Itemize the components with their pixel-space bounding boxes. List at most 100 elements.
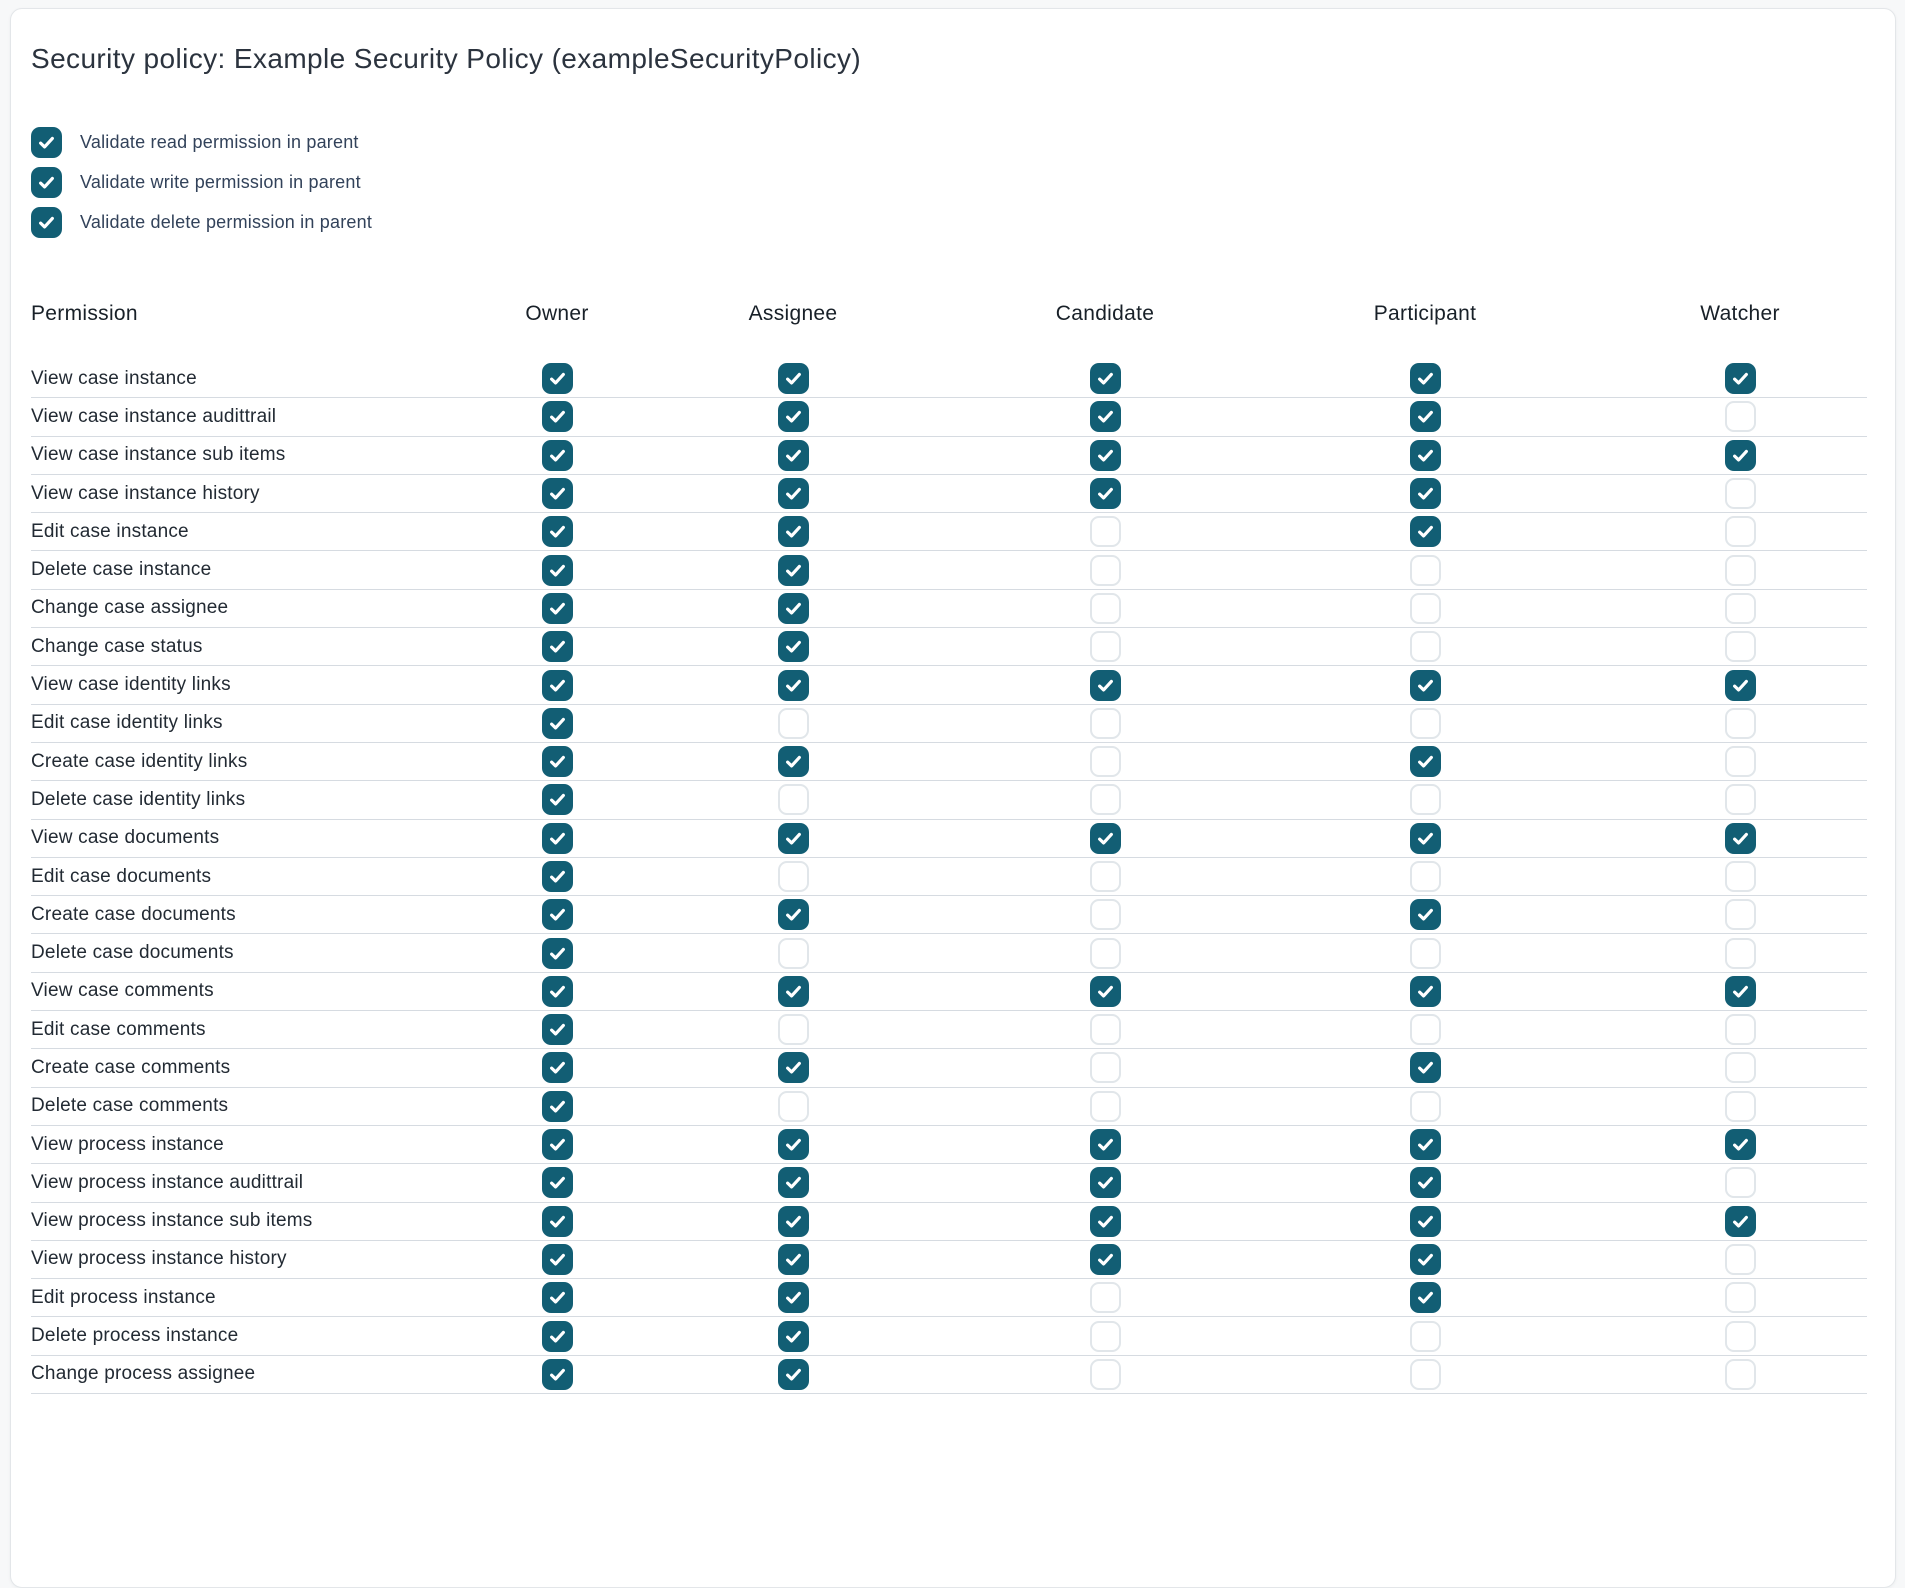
participant-checkbox[interactable] [1409,861,1441,892]
candidate-checkbox[interactable] [1089,746,1121,778]
participant-checkbox[interactable] [1409,707,1441,739]
participant-checkbox[interactable] [1409,631,1441,663]
candidate-checkbox[interactable] [1089,1358,1121,1390]
assignee-checkbox[interactable] [777,478,809,510]
owner-checkbox[interactable] [541,899,573,931]
candidate-checkbox[interactable] [1089,975,1121,1007]
participant-checkbox[interactable] [1409,1320,1441,1352]
assignee-checkbox[interactable] [777,1090,809,1122]
candidate-checkbox[interactable] [1089,899,1121,931]
participant-checkbox[interactable] [1409,669,1441,701]
assignee-checkbox[interactable] [777,516,809,548]
candidate-checkbox[interactable] [1089,937,1121,969]
participant-checkbox[interactable] [1409,516,1441,548]
candidate-checkbox[interactable] [1089,439,1121,471]
watcher-checkbox[interactable] [1724,1282,1756,1314]
owner-checkbox[interactable] [541,592,573,624]
validate-delete-checkbox[interactable] [31,207,62,238]
candidate-checkbox[interactable] [1089,1320,1121,1352]
watcher-checkbox[interactable] [1724,1014,1756,1046]
watcher-checkbox[interactable] [1724,746,1756,778]
candidate-checkbox[interactable] [1089,861,1121,892]
participant-checkbox[interactable] [1409,1243,1441,1275]
candidate-checkbox[interactable] [1089,669,1121,701]
validate-write-checkbox[interactable] [31,167,62,198]
assignee-checkbox[interactable] [777,746,809,778]
candidate-checkbox[interactable] [1089,1052,1121,1084]
participant-checkbox[interactable] [1409,1282,1441,1314]
watcher-checkbox[interactable] [1724,1129,1756,1161]
assignee-checkbox[interactable] [777,707,809,739]
candidate-checkbox[interactable] [1089,554,1121,586]
watcher-checkbox[interactable] [1724,1243,1756,1275]
watcher-checkbox[interactable] [1724,784,1756,816]
candidate-checkbox[interactable] [1089,1090,1121,1122]
owner-checkbox[interactable] [541,1090,573,1122]
watcher-checkbox[interactable] [1724,1320,1756,1352]
owner-checkbox[interactable] [541,631,573,663]
owner-checkbox[interactable] [541,478,573,510]
watcher-checkbox[interactable] [1724,1358,1756,1390]
watcher-checkbox[interactable] [1724,401,1756,433]
assignee-checkbox[interactable] [777,1167,809,1199]
assignee-checkbox[interactable] [777,1282,809,1314]
owner-checkbox[interactable] [541,554,573,586]
watcher-checkbox[interactable] [1724,1167,1756,1199]
watcher-checkbox[interactable] [1724,707,1756,739]
participant-checkbox[interactable] [1409,1090,1441,1122]
watcher-checkbox[interactable] [1724,631,1756,663]
candidate-checkbox[interactable] [1089,784,1121,816]
assignee-checkbox[interactable] [777,822,809,854]
assignee-checkbox[interactable] [777,975,809,1007]
watcher-checkbox[interactable] [1724,592,1756,624]
owner-checkbox[interactable] [541,363,573,395]
assignee-checkbox[interactable] [777,401,809,433]
participant-checkbox[interactable] [1409,746,1441,778]
owner-checkbox[interactable] [541,1320,573,1352]
assignee-checkbox[interactable] [777,861,809,892]
watcher-checkbox[interactable] [1724,1090,1756,1122]
participant-checkbox[interactable] [1409,1129,1441,1161]
candidate-checkbox[interactable] [1089,363,1121,395]
watcher-checkbox[interactable] [1724,1052,1756,1084]
participant-checkbox[interactable] [1409,784,1441,816]
owner-checkbox[interactable] [541,439,573,471]
assignee-checkbox[interactable] [777,1014,809,1046]
owner-checkbox[interactable] [541,1129,573,1161]
owner-checkbox[interactable] [541,1167,573,1199]
candidate-checkbox[interactable] [1089,1167,1121,1199]
owner-checkbox[interactable] [541,707,573,739]
assignee-checkbox[interactable] [777,1205,809,1237]
watcher-checkbox[interactable] [1724,975,1756,1007]
participant-checkbox[interactable] [1409,554,1441,586]
participant-checkbox[interactable] [1409,822,1441,854]
candidate-checkbox[interactable] [1089,1014,1121,1046]
participant-checkbox[interactable] [1409,363,1441,395]
assignee-checkbox[interactable] [777,363,809,395]
assignee-checkbox[interactable] [777,784,809,816]
candidate-checkbox[interactable] [1089,1282,1121,1314]
participant-checkbox[interactable] [1409,1014,1441,1046]
assignee-checkbox[interactable] [777,592,809,624]
assignee-checkbox[interactable] [777,899,809,931]
owner-checkbox[interactable] [541,784,573,816]
owner-checkbox[interactable] [541,1282,573,1314]
owner-checkbox[interactable] [541,1243,573,1275]
watcher-checkbox[interactable] [1724,899,1756,931]
participant-checkbox[interactable] [1409,478,1441,510]
participant-checkbox[interactable] [1409,592,1441,624]
assignee-checkbox[interactable] [777,1243,809,1275]
assignee-checkbox[interactable] [777,1129,809,1161]
watcher-checkbox[interactable] [1724,937,1756,969]
participant-checkbox[interactable] [1409,975,1441,1007]
watcher-checkbox[interactable] [1724,861,1756,892]
assignee-checkbox[interactable] [777,439,809,471]
candidate-checkbox[interactable] [1089,822,1121,854]
owner-checkbox[interactable] [541,401,573,433]
owner-checkbox[interactable] [541,937,573,969]
participant-checkbox[interactable] [1409,937,1441,969]
assignee-checkbox[interactable] [777,669,809,701]
watcher-checkbox[interactable] [1724,1205,1756,1237]
watcher-checkbox[interactable] [1724,822,1756,854]
owner-checkbox[interactable] [541,1358,573,1390]
